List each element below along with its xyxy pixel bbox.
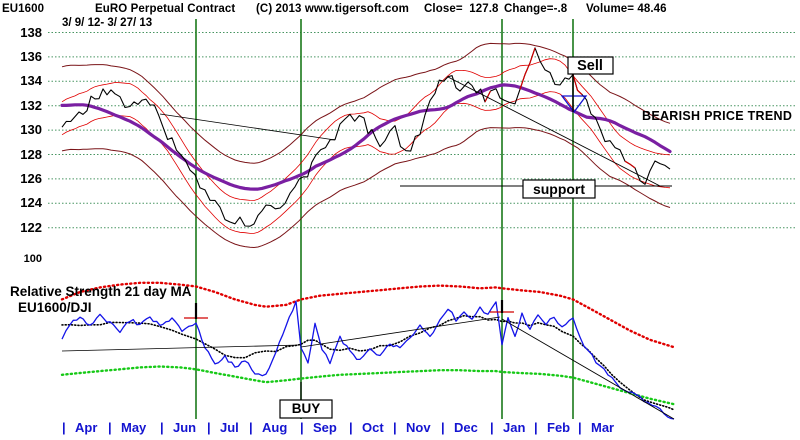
svg-text:132: 132 [20,98,42,113]
svg-text:BUY: BUY [292,401,321,416]
svg-text:EU1600/DJI: EU1600/DJI [18,300,92,315]
svg-text:134: 134 [20,73,42,88]
svg-text:138: 138 [20,25,42,40]
svg-text:128: 128 [20,147,42,162]
svg-text:136: 136 [20,49,42,64]
svg-text:124: 124 [20,195,42,210]
svg-text:126: 126 [20,171,42,186]
svg-text:100: 100 [24,253,42,265]
svg-text:support: support [533,181,585,197]
svg-text:Sell: Sell [577,58,603,74]
svg-text:130: 130 [20,122,42,137]
svg-text:Relative Strength 21 day MA: Relative Strength 21 day MA [10,284,192,299]
svg-text:122: 122 [20,220,42,235]
svg-text:BEARISH PRICE TREND: BEARISH PRICE TREND [642,109,792,123]
